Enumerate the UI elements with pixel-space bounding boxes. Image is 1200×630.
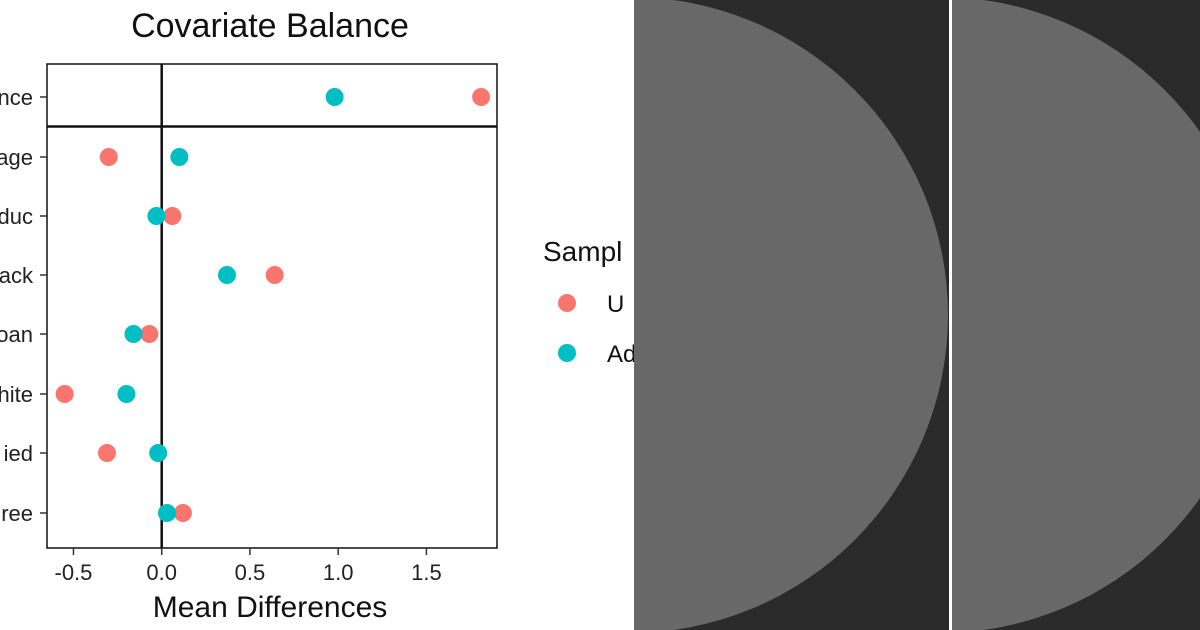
data-points: [55, 88, 491, 522]
x-tick-label: 1.0: [323, 560, 354, 585]
legend-label-unadjusted: U: [607, 291, 624, 318]
data-point-series-1: [218, 266, 236, 284]
data-point-series-0: [472, 88, 491, 106]
legend-key-unadjusted: [558, 294, 576, 312]
data-point-series-1: [170, 148, 189, 166]
y-tick-label: duc: [0, 204, 33, 229]
legend-label-adjusted: Ad: [607, 341, 636, 368]
data-point-series-0: [163, 207, 182, 225]
data-point-series-0: [55, 385, 74, 403]
data-point-series-0: [173, 504, 192, 522]
x-tick-label: 1.5: [411, 560, 442, 585]
data-point-series-0: [265, 266, 284, 284]
data-point-series-0: [140, 325, 159, 343]
overlay-right-disc: [952, 0, 1200, 630]
data-point-series-1: [124, 325, 143, 343]
y-tick-label: nce: [0, 85, 33, 110]
overlay-divider: [949, 0, 952, 630]
y-tick-label: age: [0, 145, 33, 170]
x-tick-label: 0.0: [146, 560, 177, 585]
y-axis: nce age duc ack oan hite ied ree: [0, 85, 47, 526]
plot-panel-border: [46, 63, 498, 549]
x-axis-label: Mean Differences: [153, 591, 388, 624]
data-point-series-1: [117, 385, 136, 403]
x-tick-label: 0.5: [235, 560, 266, 585]
data-point-series-1: [149, 444, 168, 462]
y-tick-label: ied: [4, 441, 33, 466]
legend: Sampl U Ad: [543, 236, 636, 368]
overlay-left-disc: [634, 0, 948, 630]
legend-title: Sampl: [543, 236, 622, 267]
data-point-series-1: [147, 207, 166, 225]
data-point-series-1: [325, 88, 344, 106]
x-tick-label: -0.5: [55, 560, 93, 585]
image-overlay: [634, 0, 1200, 630]
data-point-series-0: [99, 148, 118, 166]
y-tick-label: ack: [0, 263, 34, 288]
data-point-series-0: [98, 444, 116, 462]
legend-key-adjusted: [558, 344, 576, 362]
chart-title: Covariate Balance: [131, 7, 409, 45]
x-axis: -0.5 0.0 0.5 1.0 1.5: [55, 548, 442, 585]
y-tick-label: oan: [0, 322, 33, 347]
y-tick-label: ree: [1, 501, 33, 526]
data-point-series-1: [158, 504, 176, 522]
y-tick-label: hite: [0, 382, 33, 407]
